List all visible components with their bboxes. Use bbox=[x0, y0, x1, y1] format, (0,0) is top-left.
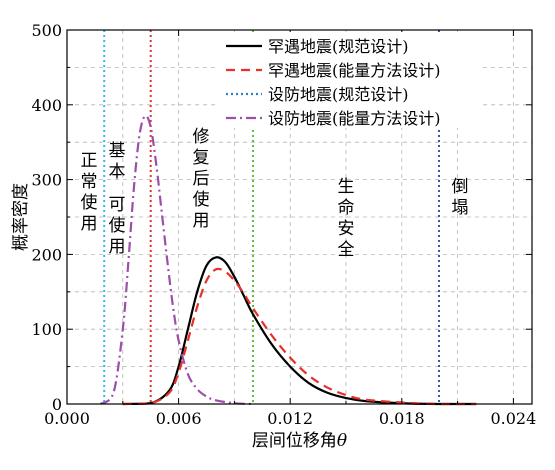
zone-label-char: 用 bbox=[109, 237, 126, 257]
y-tick-label: 200 bbox=[31, 245, 62, 264]
series-line-0 bbox=[122, 256, 477, 406]
x-tick-label: 0.006 bbox=[156, 409, 202, 428]
zone-label-char: 基 bbox=[109, 141, 126, 161]
legend-label: 罕遇地震(能量方法设计) bbox=[268, 61, 441, 80]
zone-label-char: 命 bbox=[338, 198, 355, 218]
x-axis-title-symbol: θ bbox=[337, 431, 347, 451]
legend-label: 设防地震(规范设计) bbox=[268, 85, 409, 104]
y-tick-label: 500 bbox=[31, 21, 62, 40]
zone-label-char: 使 bbox=[109, 215, 126, 236]
x-tick-label: 0.012 bbox=[267, 409, 313, 428]
x-axis-title: 层间位移角θ bbox=[252, 431, 347, 451]
x-tick-label: 0.024 bbox=[490, 409, 536, 428]
zone-label-char: 用 bbox=[81, 214, 98, 234]
zone-label-char: 安 bbox=[338, 219, 355, 239]
zone-label-char: 用 bbox=[193, 211, 210, 231]
y-tick-label: 100 bbox=[31, 320, 62, 339]
zone-label-char: 常 bbox=[81, 172, 98, 192]
legend-label: 设防地震(能量方法设计) bbox=[268, 109, 441, 128]
zone-label-char: 后 bbox=[193, 169, 210, 189]
x-tick-label: 0.018 bbox=[379, 409, 425, 428]
zone-label-char: 正 bbox=[81, 151, 98, 171]
zone-label-char: 生 bbox=[338, 177, 355, 197]
zone-label-char: 本 bbox=[109, 162, 126, 182]
y-tick-label: 0 bbox=[52, 395, 62, 414]
y-tick-label: 300 bbox=[31, 171, 62, 190]
zone-label-char: 使 bbox=[193, 189, 210, 210]
zone-label-char: 全 bbox=[338, 240, 355, 260]
zone-label-char: 修 bbox=[193, 127, 210, 147]
zone-label-char: 复 bbox=[193, 148, 210, 168]
legend-box bbox=[218, 32, 480, 128]
y-axis-title: 概率密度 bbox=[11, 183, 31, 251]
legend-label: 罕遇地震(规范设计) bbox=[268, 37, 409, 56]
zone-label-char: 倒 bbox=[452, 177, 469, 197]
x-axis-title-text: 层间位移角 bbox=[252, 431, 337, 451]
zone-label-char: 使 bbox=[81, 192, 98, 213]
zone-label-char: 塌 bbox=[452, 198, 469, 218]
y-tick-label: 400 bbox=[31, 96, 62, 115]
series-line-1 bbox=[122, 267, 477, 406]
series-line-3 bbox=[99, 114, 254, 406]
zone-label-char: 可 bbox=[109, 195, 126, 215]
x-tick-label: 0.000 bbox=[44, 409, 90, 428]
